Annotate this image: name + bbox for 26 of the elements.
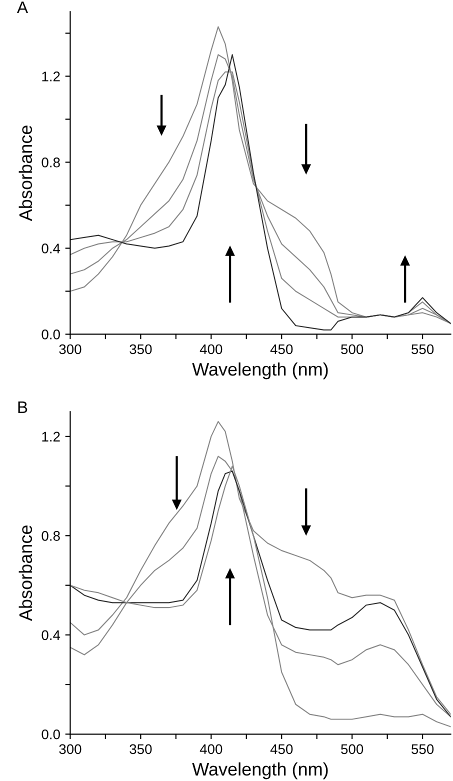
x-tick-label: 550 [412,344,434,354]
chart-title: A [16,2,28,14]
text: 0.0 [42,729,60,740]
x-tick-label: 450 [270,344,293,354]
y-tick-label: 0.8 [42,158,60,168]
x-tick-label: 400 [200,344,222,354]
y-axis-title: Absorbance [18,526,32,622]
y-tick-label: 0.4 [42,244,60,254]
x-tick-label: 550 [412,744,434,754]
x-axis-title: Wavelength (nm) [192,762,328,780]
y-tick-label: 1.2 [42,432,60,442]
y-tick-label: 0.8 [42,531,60,541]
y-tick-label: 1.2 [42,72,60,82]
x-tick-label: 350 [130,744,152,754]
chart-title: B [18,402,28,413]
x-tick-label: 350 [130,344,152,354]
text: 0.0 [42,330,60,340]
x-tick-label: 400 [200,744,222,754]
x-tick-label: 450 [270,744,293,754]
y-tick-label: 0.4 [42,630,60,640]
x-tick-label: 300 [59,344,82,354]
x-tick-label: 300 [59,744,82,754]
x-tick-label: 500 [341,744,364,754]
x-tick-label: 500 [341,344,364,354]
x-axis-title: Wavelength (nm) [192,362,328,380]
y-axis-title: Absorbance [18,126,32,222]
